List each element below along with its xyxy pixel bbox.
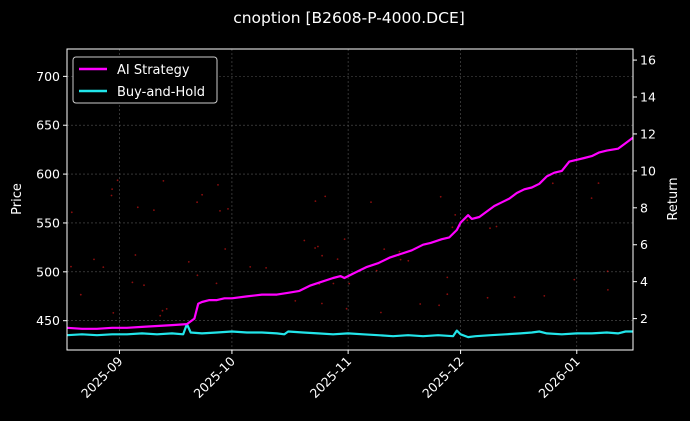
price-point xyxy=(399,258,402,261)
price-point xyxy=(224,248,227,250)
price-point xyxy=(161,309,164,312)
price-point xyxy=(380,311,382,314)
price-point xyxy=(439,195,442,198)
price-point xyxy=(348,282,351,285)
price-point xyxy=(370,201,372,204)
legend-label-buy-and-hold: Buy-and-Hold xyxy=(117,85,205,100)
y-right-tick-label: 2 xyxy=(640,311,648,326)
y-right-tick-label: 10 xyxy=(640,163,656,178)
y-right-tick-label: 16 xyxy=(640,53,656,68)
y-left-tick-label: 700 xyxy=(36,69,60,84)
price-point xyxy=(336,258,339,260)
price-point xyxy=(446,276,449,279)
price-point xyxy=(551,182,554,185)
price-point xyxy=(375,269,378,272)
price-point xyxy=(590,197,593,200)
y-left-tick-label: 550 xyxy=(36,215,60,230)
price-point xyxy=(314,200,317,203)
price-point xyxy=(438,304,440,307)
y-left-tick-label: 450 xyxy=(36,313,60,328)
series-line-buy-and-hold xyxy=(66,323,633,339)
price-point xyxy=(93,258,95,261)
price-point xyxy=(495,225,498,228)
price-point xyxy=(332,282,335,285)
price-point xyxy=(112,312,115,314)
price-point xyxy=(419,303,422,305)
y-right-tick-label: 14 xyxy=(640,90,656,105)
price-point xyxy=(131,281,134,284)
price-point xyxy=(196,274,199,277)
price-point xyxy=(607,289,609,291)
price-point xyxy=(219,210,221,212)
price-point xyxy=(321,302,323,305)
price-point xyxy=(314,247,316,249)
price-point xyxy=(343,238,346,241)
price-point xyxy=(215,282,218,285)
price-point xyxy=(317,245,319,248)
y-left-tick-label: 650 xyxy=(36,118,60,133)
price-point xyxy=(111,188,113,191)
price-point xyxy=(466,219,469,222)
price-point xyxy=(187,261,190,263)
price-point xyxy=(116,179,119,182)
price-point xyxy=(102,266,105,268)
price-point xyxy=(398,250,401,253)
price-point xyxy=(143,284,145,287)
price-point xyxy=(451,226,454,229)
price-point xyxy=(543,295,546,297)
price-point xyxy=(201,193,204,196)
y-axis-left-title: Price xyxy=(10,183,25,215)
y-axis-right-title: Return xyxy=(666,177,681,220)
price-point xyxy=(489,227,491,230)
price-point xyxy=(165,308,168,310)
price-point xyxy=(321,254,323,257)
price-point xyxy=(70,211,73,214)
plot-frame xyxy=(66,48,634,351)
price-point xyxy=(407,259,410,262)
price-point xyxy=(383,248,386,251)
legend-label-ai-strategy: AI Strategy xyxy=(117,63,190,78)
price-point xyxy=(446,293,449,296)
price-point xyxy=(345,307,348,310)
price-point xyxy=(134,254,137,256)
y-right-tick-label: 8 xyxy=(640,200,648,215)
y-right-tick-label: 4 xyxy=(640,274,648,289)
legend-box xyxy=(72,56,218,104)
price-point xyxy=(110,194,113,197)
price-points xyxy=(70,179,609,317)
price-point xyxy=(162,180,165,182)
price-point xyxy=(196,201,199,204)
price-point xyxy=(606,270,609,273)
y-left-tick-label: 500 xyxy=(36,264,60,279)
price-point xyxy=(265,267,267,269)
price-point xyxy=(454,214,457,216)
price-point xyxy=(486,296,489,299)
price-point xyxy=(573,278,576,281)
price-point xyxy=(249,266,252,268)
chart-title: cnoption [B2608-P-4000.DCE] xyxy=(233,9,465,27)
price-point xyxy=(153,209,155,212)
price-point xyxy=(227,208,229,210)
price-point xyxy=(324,195,327,198)
y-left-tick-label: 600 xyxy=(36,167,60,182)
price-point xyxy=(303,239,306,242)
price-point xyxy=(159,314,162,317)
y-right-tick-label: 6 xyxy=(640,237,648,252)
legend: AI Strategy Buy-and-Hold xyxy=(72,56,218,104)
series-lines xyxy=(66,136,634,339)
price-point xyxy=(79,293,82,296)
price-point xyxy=(513,296,516,298)
price-point xyxy=(217,184,219,186)
y-right-tick-label: 12 xyxy=(640,126,656,141)
price-point xyxy=(294,300,297,302)
price-point xyxy=(70,265,72,268)
price-point xyxy=(136,206,139,209)
price-point xyxy=(597,182,600,185)
series-line-ai-strategy xyxy=(66,136,634,330)
